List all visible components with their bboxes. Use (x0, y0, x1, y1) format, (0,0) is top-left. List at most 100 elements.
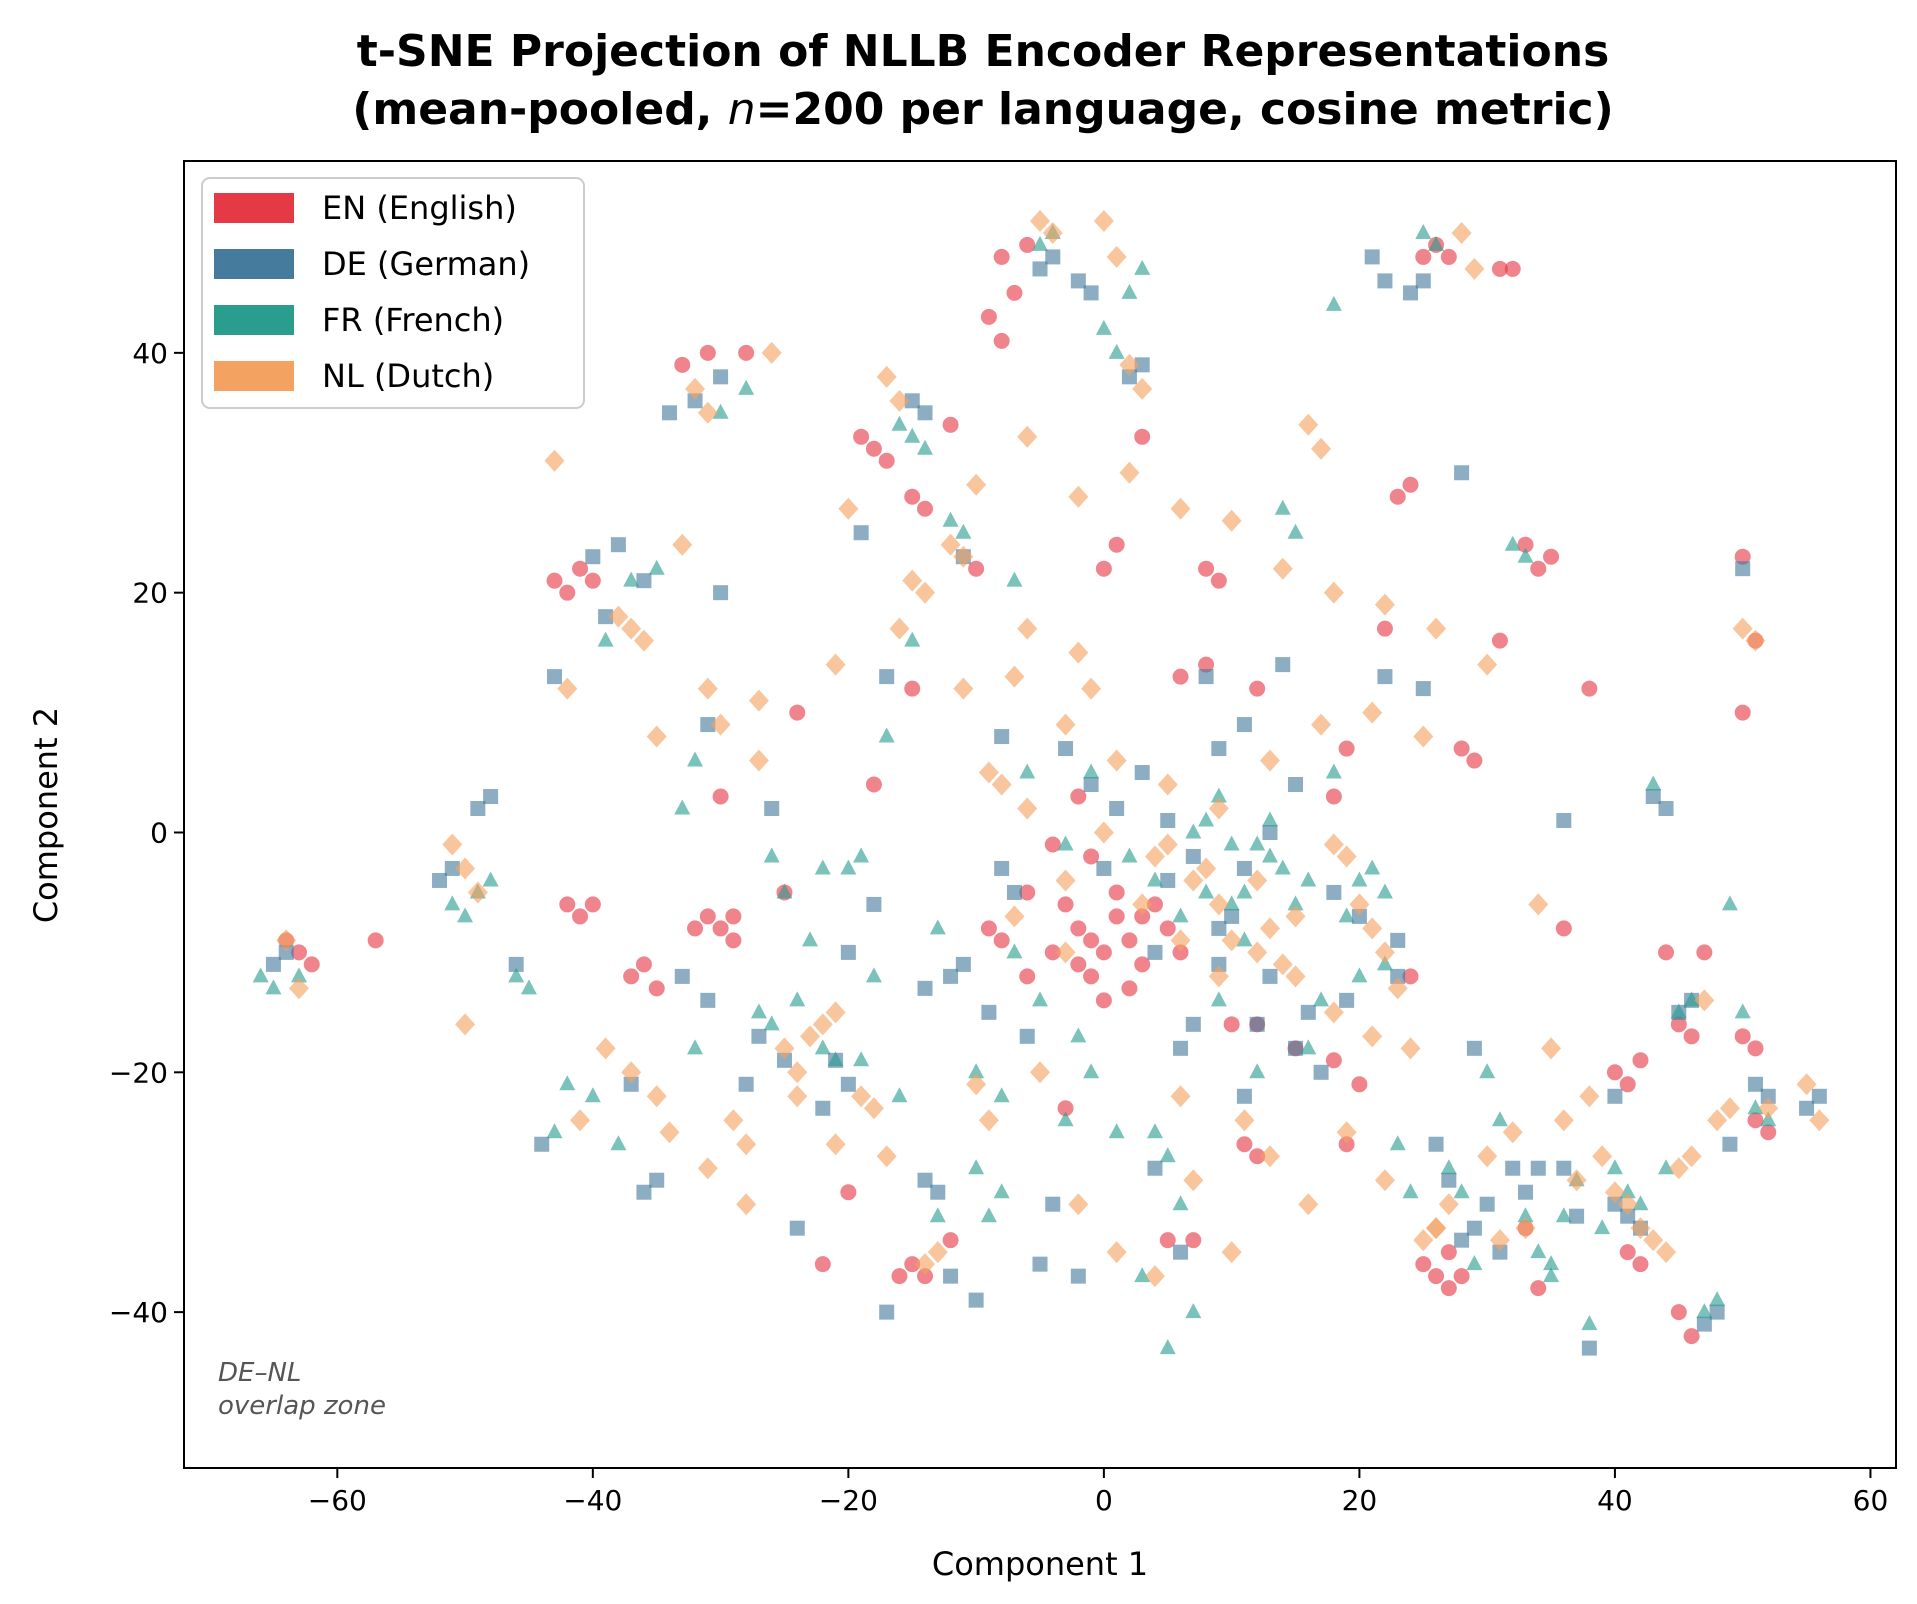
data-point (904, 393, 920, 409)
data-point (865, 967, 882, 983)
data-point (917, 1268, 934, 1285)
data-point (455, 857, 476, 880)
data-point (1745, 629, 1766, 652)
data-point (1032, 1256, 1048, 1272)
data-point (290, 967, 307, 983)
data-point (1428, 1268, 1445, 1285)
data-point (1185, 1232, 1202, 1249)
data-point (789, 1220, 805, 1236)
data-point (917, 1172, 933, 1188)
data-point (1083, 968, 1100, 985)
data-point (955, 523, 972, 539)
data-point (776, 883, 793, 899)
data-point (674, 356, 691, 373)
data-point (978, 761, 999, 784)
data-point (917, 500, 934, 517)
data-point (1325, 788, 1342, 805)
data-point (1259, 917, 1280, 940)
data-point (1172, 1195, 1189, 1211)
data-point (1389, 488, 1406, 505)
data-point (1339, 992, 1355, 1008)
data-point (1108, 884, 1125, 901)
data-point (1620, 1208, 1636, 1224)
data-point (444, 860, 460, 876)
data-point (546, 572, 563, 589)
data-point (467, 881, 488, 904)
data-point (1159, 1147, 1176, 1163)
data-point (1696, 1303, 1713, 1319)
data-point (889, 389, 910, 412)
annotation-line-1: DE–NL (218, 1358, 301, 1388)
data-point (1466, 1255, 1483, 1271)
data-point (1298, 1193, 1319, 1216)
data-point (891, 1087, 908, 1103)
data-point (508, 956, 524, 972)
data-point (288, 977, 309, 1000)
data-point (1606, 1064, 1623, 1081)
data-point (1173, 1244, 1189, 1260)
data-point (1211, 741, 1227, 757)
data-point (1211, 956, 1227, 972)
data-point (1057, 835, 1074, 851)
data-point (1454, 465, 1470, 481)
data-point (1440, 248, 1457, 265)
data-point (1172, 668, 1189, 685)
data-point (1032, 235, 1048, 251)
data-point (1454, 1232, 1470, 1248)
legend-swatch (214, 305, 294, 335)
series-0 (278, 236, 1777, 1345)
data-point (559, 896, 576, 913)
legend: EN (English) DE (German) FR (French) NL (Du… (201, 177, 585, 409)
data-point (865, 776, 882, 793)
data-point (584, 572, 601, 589)
data-point (1093, 209, 1114, 232)
data-point (851, 1085, 872, 1108)
data-point (1057, 1111, 1074, 1127)
data-point (648, 559, 665, 575)
data-point (1415, 1256, 1432, 1273)
data-point (1032, 991, 1048, 1007)
data-point (623, 571, 640, 587)
series-1 (265, 249, 1827, 1356)
data-point (825, 1001, 846, 1024)
data-point (1259, 1145, 1280, 1168)
data-point (814, 1256, 831, 1273)
data-point (1042, 221, 1063, 244)
data-point (1259, 749, 1280, 772)
data-point (1734, 548, 1751, 565)
data-point (751, 1028, 767, 1044)
data-point (1428, 235, 1445, 251)
data-point (1351, 967, 1368, 983)
data-point (840, 944, 856, 960)
data-point (981, 1004, 997, 1020)
data-point (1147, 1160, 1163, 1176)
data-point (853, 847, 870, 863)
data-point (597, 631, 614, 647)
x-tick-label: 60 (1853, 1484, 1889, 1517)
data-point (1402, 1183, 1419, 1199)
data-point (1172, 944, 1189, 961)
data-point (1298, 413, 1319, 436)
data-point (1645, 775, 1662, 791)
data-point (1492, 1244, 1508, 1260)
data-point (736, 1133, 757, 1156)
data-point (648, 980, 665, 997)
data-point (1453, 1183, 1470, 1199)
data-point (1489, 1229, 1510, 1252)
data-point (1311, 713, 1332, 736)
data-point (1030, 1061, 1050, 1084)
data-point (1581, 1315, 1598, 1331)
data-point (697, 1157, 718, 1180)
data-point (902, 569, 923, 592)
data-point (1146, 896, 1163, 913)
data-point (661, 405, 677, 421)
data-point (1543, 1267, 1560, 1283)
data-point (725, 908, 742, 925)
data-point (942, 511, 959, 527)
data-point (1440, 1280, 1457, 1297)
data-point (1170, 929, 1191, 952)
data-point (1668, 1157, 1689, 1180)
data-point (1581, 680, 1598, 697)
data-point (674, 968, 690, 984)
data-point (915, 1253, 936, 1276)
